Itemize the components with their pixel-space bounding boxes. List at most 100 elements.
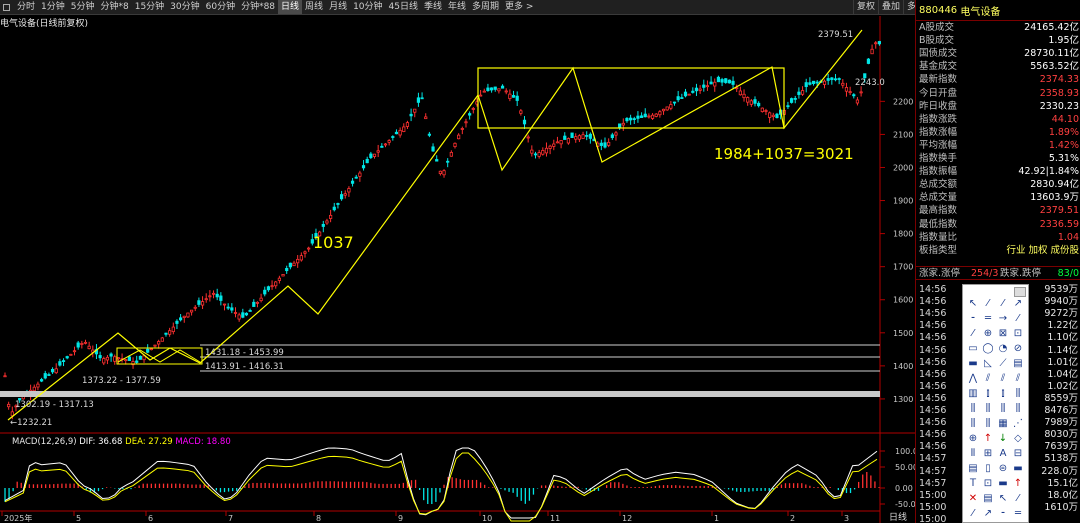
arrow-icon[interactable]: ↗ xyxy=(1013,298,1023,309)
circle-icon[interactable]: ↑ xyxy=(983,433,993,444)
arc-icon[interactable]: ↓ xyxy=(998,433,1008,444)
down-arrow-icon[interactable]: ⊟ xyxy=(1013,448,1023,459)
channel-icon[interactable]: ═ xyxy=(984,313,992,324)
parallel-icon[interactable]: ⁃ xyxy=(970,313,976,324)
arrow-icon[interactable]: ⫼ xyxy=(985,418,991,429)
ray-icon[interactable]: ◺ xyxy=(984,358,992,369)
fib-icon[interactable]: ↖ xyxy=(998,493,1008,504)
fib-icon[interactable]: ◇ xyxy=(1014,433,1022,444)
parallel-icon[interactable]: ▤ xyxy=(1013,358,1023,369)
parallel-icon[interactable]: ▦ xyxy=(998,418,1008,429)
circle-icon[interactable]: ⁄ xyxy=(1017,313,1019,324)
arc-icon[interactable]: ⁄ xyxy=(972,328,974,339)
pointer-icon[interactable]: ▯ xyxy=(985,463,991,474)
text-icon[interactable]: ⊡ xyxy=(1013,328,1023,339)
candle-body xyxy=(489,87,494,91)
down-arrow-icon[interactable]: ◯ xyxy=(982,343,994,354)
arrow-icon[interactable]: Ｔ xyxy=(968,478,978,489)
period-tab-2[interactable]: 5分钟 xyxy=(70,1,95,12)
candle-body xyxy=(621,122,625,126)
candle-body xyxy=(698,88,702,91)
stat-row: 最高指数 2379.51 xyxy=(916,205,1080,218)
band-label: 1413.91 - 1416.31 xyxy=(205,362,284,372)
ray-icon[interactable]: ▬ xyxy=(1013,463,1023,474)
gann-icon[interactable]: ⁄ xyxy=(1017,493,1019,504)
down-arrow-icon[interactable]: ⁃ xyxy=(1000,508,1006,519)
delete-icon[interactable]: ⫼ xyxy=(985,403,991,414)
price-axis-label: 2200 xyxy=(893,97,913,106)
text-icon[interactable]: ⫾ xyxy=(1001,388,1005,399)
circle-icon[interactable]: ✕ xyxy=(968,493,978,504)
period-tab-1[interactable]: 1分钟 xyxy=(41,1,65,12)
period-tab-7[interactable]: 分钟*88 xyxy=(241,1,276,12)
price-axis-label: 1300 xyxy=(893,395,913,404)
rect-icon[interactable]: ⊕ xyxy=(968,433,978,444)
drawing-toolbox: ↖ ⁄ ⁄ ↗ ⁃ ═ → ⁄ ⁄ ⊕ ⊠ ⊡ ▭ ◯ ◔ ⊘ ▬ ◺ ⟋ ▤ ⋀ ⫽ ⫽ ⫽ ▥ ⫾ ⫾ ⫼ ⫼ ⫼ ⫼ ⫼ ⫼ ⫼ ▦ ⋰ ⊕ ↑ ↓ ◇… xyxy=(962,284,1029,523)
pointer-icon[interactable]: ⫼ xyxy=(1000,403,1006,414)
gann-icon[interactable]: ⊠ xyxy=(998,328,1008,339)
toolbox-close-icon[interactable] xyxy=(1014,287,1026,297)
line-icon[interactable]: ⊜ xyxy=(998,463,1008,474)
line-icon[interactable]: ⁄ xyxy=(987,298,989,309)
text-icon[interactable]: ⊞ xyxy=(983,448,993,459)
tick-volume: 8559万 xyxy=(1044,392,1078,404)
text-icon[interactable]: ⁄ xyxy=(972,508,974,519)
period-tab-8[interactable]: 日线 xyxy=(278,0,303,14)
period-tab-12[interactable]: 45日线 xyxy=(388,1,418,12)
line-icon[interactable]: ▬ xyxy=(968,358,978,369)
delete-icon[interactable]: ▤ xyxy=(968,463,978,474)
up-arrow-icon[interactable]: ↗ xyxy=(983,508,993,519)
parallel-icon[interactable]: ⊡ xyxy=(983,478,993,489)
arrow-icon[interactable]: ⟋ xyxy=(999,358,1007,369)
ray-icon[interactable]: ⫼ xyxy=(970,418,976,429)
gann-icon[interactable]: ⫴ xyxy=(970,448,976,459)
channel-icon[interactable]: ⋰ xyxy=(1013,418,1023,429)
up-arrow-icon[interactable]: ▭ xyxy=(968,343,978,354)
period-tab-3[interactable]: 分钟*8 xyxy=(100,1,129,12)
ray-icon[interactable]: ⁄ xyxy=(1002,298,1004,309)
rect-icon[interactable]: ↑ xyxy=(1013,478,1023,489)
period-tab-6[interactable]: 60分钟 xyxy=(205,1,236,12)
up-arrow-icon[interactable]: ⫼ xyxy=(1015,388,1021,399)
period-tab-10[interactable]: 月线 xyxy=(329,1,348,12)
candle-body xyxy=(519,110,523,114)
period-tab-11[interactable]: 10分钟 xyxy=(353,1,383,12)
pointer-icon[interactable]: ↖ xyxy=(968,298,978,309)
arc-icon[interactable]: ▤ xyxy=(983,493,993,504)
up-arrow-icon[interactable]: A xyxy=(999,448,1007,459)
arc-icon[interactable]: ⫽ xyxy=(1015,373,1021,384)
fib-icon[interactable]: ⊕ xyxy=(983,328,993,339)
toolbar-right-1[interactable]: 叠加 xyxy=(878,0,903,14)
channel-icon[interactable]: ⋀ xyxy=(968,373,978,384)
line-icon[interactable]: ⫼ xyxy=(1015,403,1021,414)
delete-icon[interactable]: ◔ xyxy=(998,343,1008,354)
rect-icon[interactable]: → xyxy=(998,313,1008,324)
stat-row: 最低指数 2336.59 xyxy=(916,219,1080,232)
candle-body xyxy=(307,247,311,250)
macd-dea: DEA: 27.29 xyxy=(125,437,173,447)
candle-body xyxy=(504,90,508,93)
candle-body xyxy=(588,133,592,139)
down-arrow-icon[interactable]: ⫼ xyxy=(970,403,976,414)
channel-icon[interactable]: ▬ xyxy=(998,478,1008,489)
stat-row: B股成交 1.95亿 xyxy=(916,35,1080,48)
delete-icon[interactable]: ═ xyxy=(1014,508,1022,519)
circle-icon[interactable]: ⫽ xyxy=(1000,373,1006,384)
period-tab-15[interactable]: 多周期 xyxy=(472,1,500,12)
rect-icon[interactable]: ⫽ xyxy=(985,373,991,384)
gann-icon[interactable]: ⫾ xyxy=(986,388,990,399)
fib-icon[interactable]: ▥ xyxy=(968,388,978,399)
period-tab-5[interactable]: 30分钟 xyxy=(170,1,200,12)
period-tab-13[interactable]: 季线 xyxy=(423,1,442,12)
stat-label: 今日开盘 xyxy=(919,87,958,99)
period-tab-4[interactable]: 15分钟 xyxy=(134,1,165,12)
period-tab-16[interactable]: 更多 > xyxy=(505,1,534,12)
period-tab-9[interactable]: 周线 xyxy=(305,1,324,12)
kline-chart[interactable]: 2200 2100 2000 1900 1800 1700 1600 1500 1400 1300… xyxy=(0,0,915,523)
toolbar-right-0[interactable]: 复权 xyxy=(853,0,878,14)
period-tab-14[interactable]: 年线 xyxy=(448,1,467,12)
toolbar-square-icon[interactable] xyxy=(3,3,10,11)
pointer-icon[interactable]: ⊘ xyxy=(1013,343,1023,354)
candle-body xyxy=(255,301,260,304)
period-tab-0[interactable]: 分时 xyxy=(17,1,36,12)
